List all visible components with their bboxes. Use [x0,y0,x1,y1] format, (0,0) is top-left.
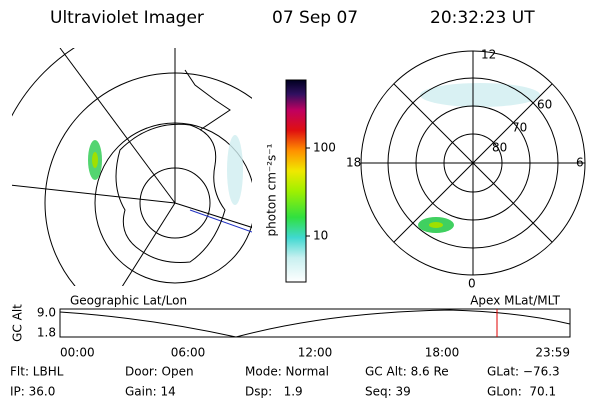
info-field: IP: 36.0 [10,385,55,399]
y-axis-label: GC Alt [11,304,25,342]
info-field: Seq: 39 [365,385,411,399]
x-label: 18:00 [425,346,460,360]
altitude-curve [59,309,571,338]
polar-map [360,50,586,276]
panel-label: Geographic Lat/Lon [70,294,187,308]
info-field: Dsp: 1.9 [245,385,303,399]
panel-label: Apex MLat/MLT [470,294,560,308]
colorbar [285,79,307,283]
mlt-label: 6 [576,156,584,170]
colorbar-tick: 10 [313,229,328,243]
x-label: 06:00 [171,346,206,360]
info-field: Gain: 14 [125,385,176,399]
lat-label: 70 [512,121,527,135]
x-labels: 00:00 06:00 12:00 18:00 23:59 [60,346,570,360]
info-field: GLon: 70.1 [487,385,556,399]
mlt-label: 18 [346,156,361,170]
info-panel: Flt: LBHL Door: Open Mode: Normal GC Alt: 8… [10,365,560,399]
x-label: 12:00 [298,346,333,360]
info-field: Mode: Normal [245,365,329,379]
date: 07 Sep 07 [272,8,358,28]
geographic-map [12,48,252,286]
lat-label: 80 [492,141,507,155]
info-field: GC Alt: 8.6 Re [365,365,449,379]
colorbar-tick: 100 [313,141,336,155]
x-label: 23:59 [535,346,570,360]
lat-label: 60 [537,98,552,112]
mlt-label: 12 [481,48,496,62]
x-label: 00:00 [60,346,95,360]
time: 20:32:23 UT [430,8,535,28]
info-field: GLat: −76.3 [487,365,560,379]
info-field: Flt: LBHL [10,365,64,379]
instrument: Ultraviolet Imager [50,8,204,28]
y-label: 9.0 [37,306,56,320]
mlt-label: 0 [468,277,476,291]
info-field: Door: Open [125,365,194,379]
colorbar-label: photon cm⁻²s⁻¹ [265,143,279,236]
y-label: 1.8 [37,326,56,340]
altitude-box [59,308,571,338]
